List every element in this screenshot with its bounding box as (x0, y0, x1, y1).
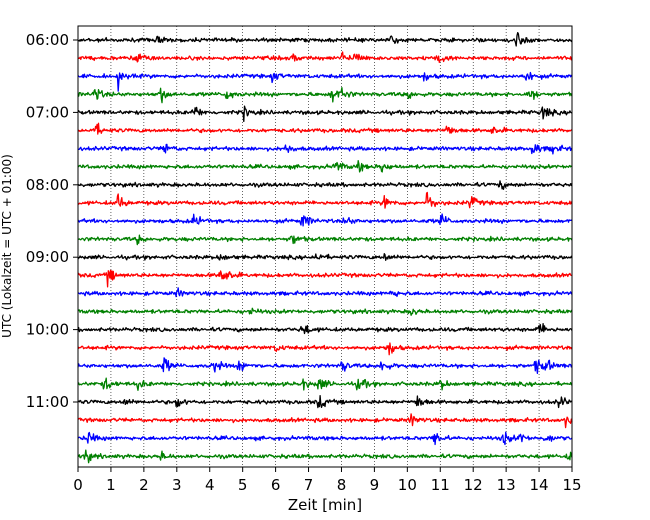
trace-1115 (77, 413, 573, 429)
trace-0900 (77, 253, 573, 261)
x-tick-label: 15 (562, 476, 581, 494)
x-tick-label: 8 (337, 476, 347, 494)
y-axis-label: UTC (Lokalzeit = UTC + 01:00) (0, 154, 14, 338)
x-tick-label: 14 (530, 476, 549, 494)
x-axis: 0 1 2 3 4 5 6 7 8 9 10 11 12 13 14 15 (73, 467, 582, 494)
trace-0730 (77, 143, 573, 155)
trace-0630 (77, 71, 573, 92)
trace-1045 (77, 377, 573, 391)
seismic-traces (77, 31, 573, 464)
trace-0930 (77, 287, 573, 298)
trace-0945 (77, 307, 573, 316)
x-tick-label: 13 (497, 476, 516, 494)
trace-0715 (77, 122, 573, 135)
trace-0815 (77, 191, 573, 209)
y-tick-label: 11:00 (26, 393, 69, 411)
x-tick-label: 0 (73, 476, 83, 494)
trace-1145 (77, 449, 573, 464)
x-tick-label: 1 (106, 476, 116, 494)
y-tick-label: 08:00 (26, 176, 69, 194)
x-axis-label: Zeit [min] (288, 496, 362, 514)
x-tick-label: 4 (205, 476, 215, 494)
trace-1130 (77, 431, 573, 446)
trace-1100 (77, 395, 573, 409)
x-tick-label: 9 (370, 476, 380, 494)
trace-0615 (77, 51, 573, 64)
x-tick-label: 11 (431, 476, 450, 494)
y-tick-label: 09:00 (26, 248, 69, 266)
trace-0745 (77, 160, 573, 173)
y-tick-label: 06:00 (26, 31, 69, 49)
trace-1030 (77, 357, 573, 375)
trace-0830 (77, 213, 573, 227)
y-axis: 06:00 07:00 08:00 09:00 10:00 11:00 (26, 31, 78, 411)
x-tick-label: 10 (398, 476, 417, 494)
x-tick-label: 2 (139, 476, 149, 494)
trace-0600 (77, 31, 573, 47)
y-tick-label: 07:00 (26, 103, 69, 121)
trace-1000 (77, 323, 573, 335)
x-tick-label: 6 (271, 476, 281, 494)
trace-0845 (78, 234, 573, 246)
x-tick-label: 5 (238, 476, 248, 494)
x-tick-label: 7 (304, 476, 314, 494)
trace-0800 (77, 180, 573, 190)
trace-0915 (77, 269, 573, 288)
trace-0645 (77, 86, 573, 104)
plot-frame (77, 25, 573, 468)
x-tick-label: 3 (172, 476, 182, 494)
trace-0700 (77, 105, 573, 123)
y-tick-label: 10:00 (26, 321, 69, 339)
trace-1015 (77, 342, 573, 356)
x-tick-label: 12 (464, 476, 483, 494)
